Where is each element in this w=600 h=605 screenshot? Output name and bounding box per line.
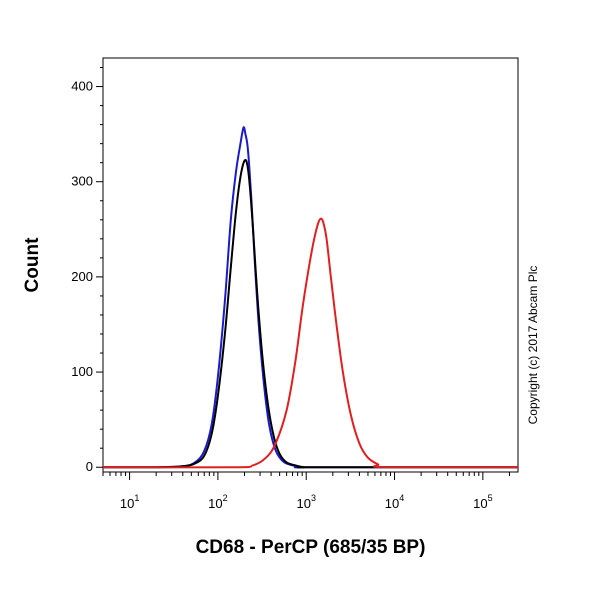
y-axis: 0 100 200 300 400: [71, 67, 103, 474]
x-tick-label: 105: [473, 493, 492, 511]
x-tick-label-exponent: 3: [311, 493, 316, 503]
y-tick-label: 400: [71, 79, 93, 94]
histogram-series-2: [102, 158, 518, 469]
x-tick-label-exponent: 1: [134, 493, 139, 503]
histogram-series-3: [102, 217, 519, 469]
x-tick-label: 101: [120, 493, 139, 511]
y-axis-title: Count: [22, 237, 43, 293]
x-tick-label-exponent: 4: [399, 493, 404, 503]
histogram-series-1: [102, 126, 518, 469]
x-tick-label-base: 10: [385, 496, 399, 511]
series-layer: [102, 126, 519, 469]
copyright-annotation: Copyright (c) 2017 Abcam Plc: [526, 266, 540, 425]
x-tick-label-base: 10: [120, 496, 134, 511]
x-tick-label-base: 10: [473, 496, 487, 511]
x-tick-label: 102: [208, 493, 227, 511]
y-tick-label: 0: [86, 459, 93, 474]
x-axis: 101 102 103 104 105: [102, 472, 510, 511]
x-axis-title: CD68 - PerCP (685/35 BP): [196, 537, 426, 558]
x-tick-label-exponent: 5: [488, 493, 493, 503]
y-tick-label: 200: [71, 269, 93, 284]
x-tick-label-exponent: 2: [223, 493, 228, 503]
x-tick-label: 104: [385, 493, 404, 511]
x-tick-label-base: 10: [296, 496, 310, 511]
y-tick-label: 100: [71, 364, 93, 379]
x-tick-label-base: 10: [208, 496, 222, 511]
plot-frame: [102, 57, 519, 473]
x-tick-label: 103: [296, 493, 315, 511]
y-tick-label: 300: [71, 174, 93, 189]
